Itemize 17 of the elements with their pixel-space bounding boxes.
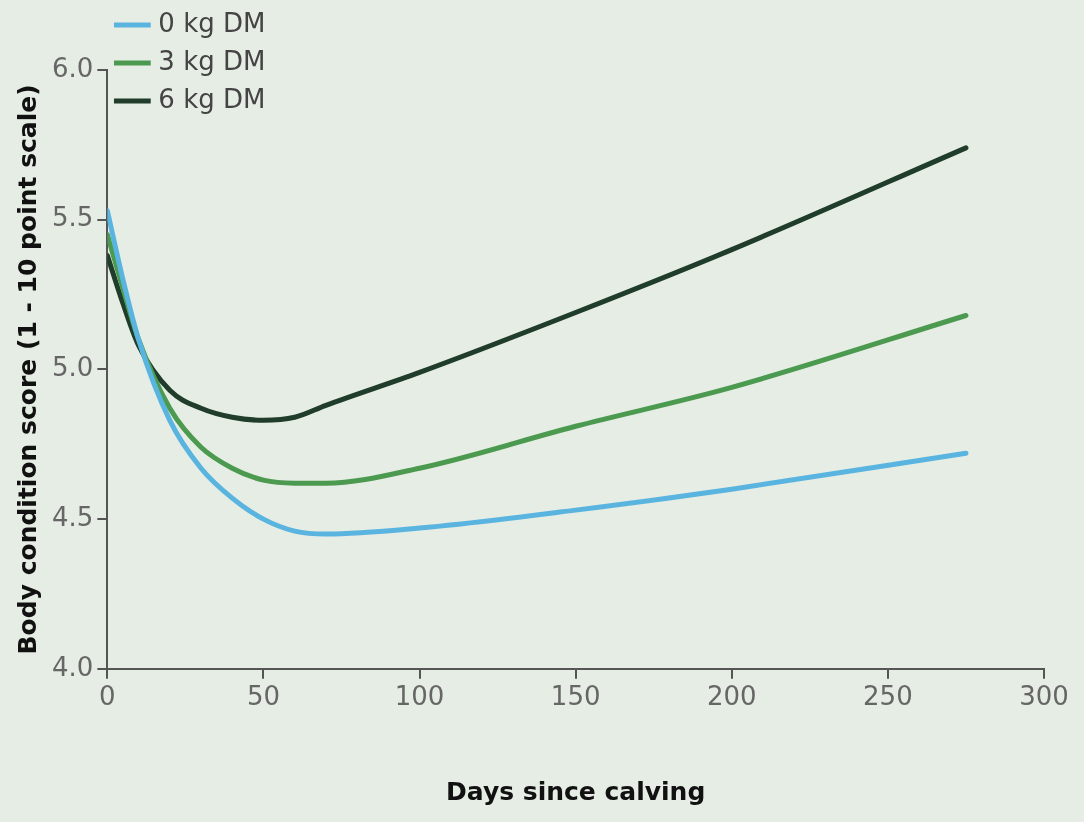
x-axis-title: Days since calving [446, 776, 706, 806]
x-tick-label: 250 [863, 681, 913, 712]
x-tick-label: 200 [706, 681, 757, 712]
legend-label: 0 kg DM [158, 7, 266, 38]
x-tick-label: 300 [1019, 681, 1069, 712]
y-tick-label: 5.0 [51, 352, 94, 383]
y-tick-label: 5.5 [51, 202, 94, 233]
legend-label: 6 kg DM [158, 83, 266, 114]
x-tick-label: 50 [246, 681, 280, 712]
y-tick-label: 6.0 [51, 52, 94, 83]
x-tick-label: 0 [99, 681, 116, 712]
x-tick-label: 100 [394, 681, 445, 712]
y-tick-label: 4.5 [51, 501, 94, 532]
x-tick-label: 150 [550, 681, 601, 712]
legend-label: 3 kg DM [158, 45, 266, 76]
y-tick-label: 4.0 [51, 651, 94, 682]
y-axis-title: Body condition score (1 - 10 point scale) [12, 84, 42, 655]
